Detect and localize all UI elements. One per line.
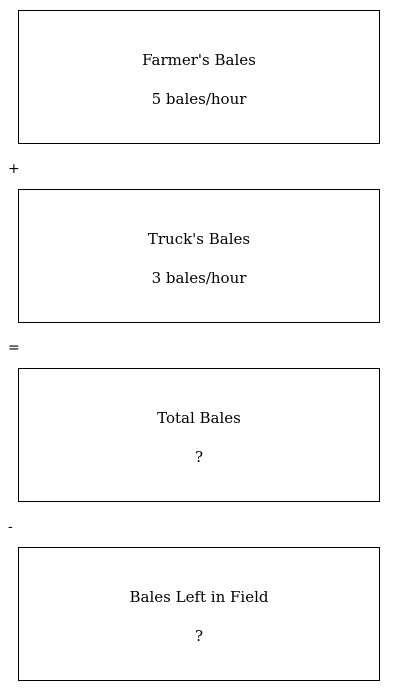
trucks-bales-title: Truck's Bales xyxy=(147,230,251,248)
total-bales-value: ? xyxy=(194,448,204,466)
farmers-bales-title: Farmer's Bales xyxy=(142,51,256,69)
farmers-bales-box: Farmer's Bales 5 bales/hour xyxy=(18,10,380,144)
total-bales-title: Total Bales xyxy=(157,409,241,427)
bales-left-title: Bales Left in Field xyxy=(129,588,269,606)
trucks-bales-rate: 3 bales/hour xyxy=(151,269,247,287)
bales-left-value: ? xyxy=(194,627,204,645)
farmers-bales-rate: 5 bales/hour xyxy=(151,90,247,108)
bales-left-box: Bales Left in Field ? xyxy=(18,547,380,681)
total-bales-box: Total Bales ? xyxy=(18,368,380,502)
minus-operator: - xyxy=(8,519,13,535)
trucks-bales-box: Truck's Bales 3 bales/hour xyxy=(18,189,380,323)
plus-operator: + xyxy=(8,161,20,177)
equals-operator: = xyxy=(8,340,20,356)
